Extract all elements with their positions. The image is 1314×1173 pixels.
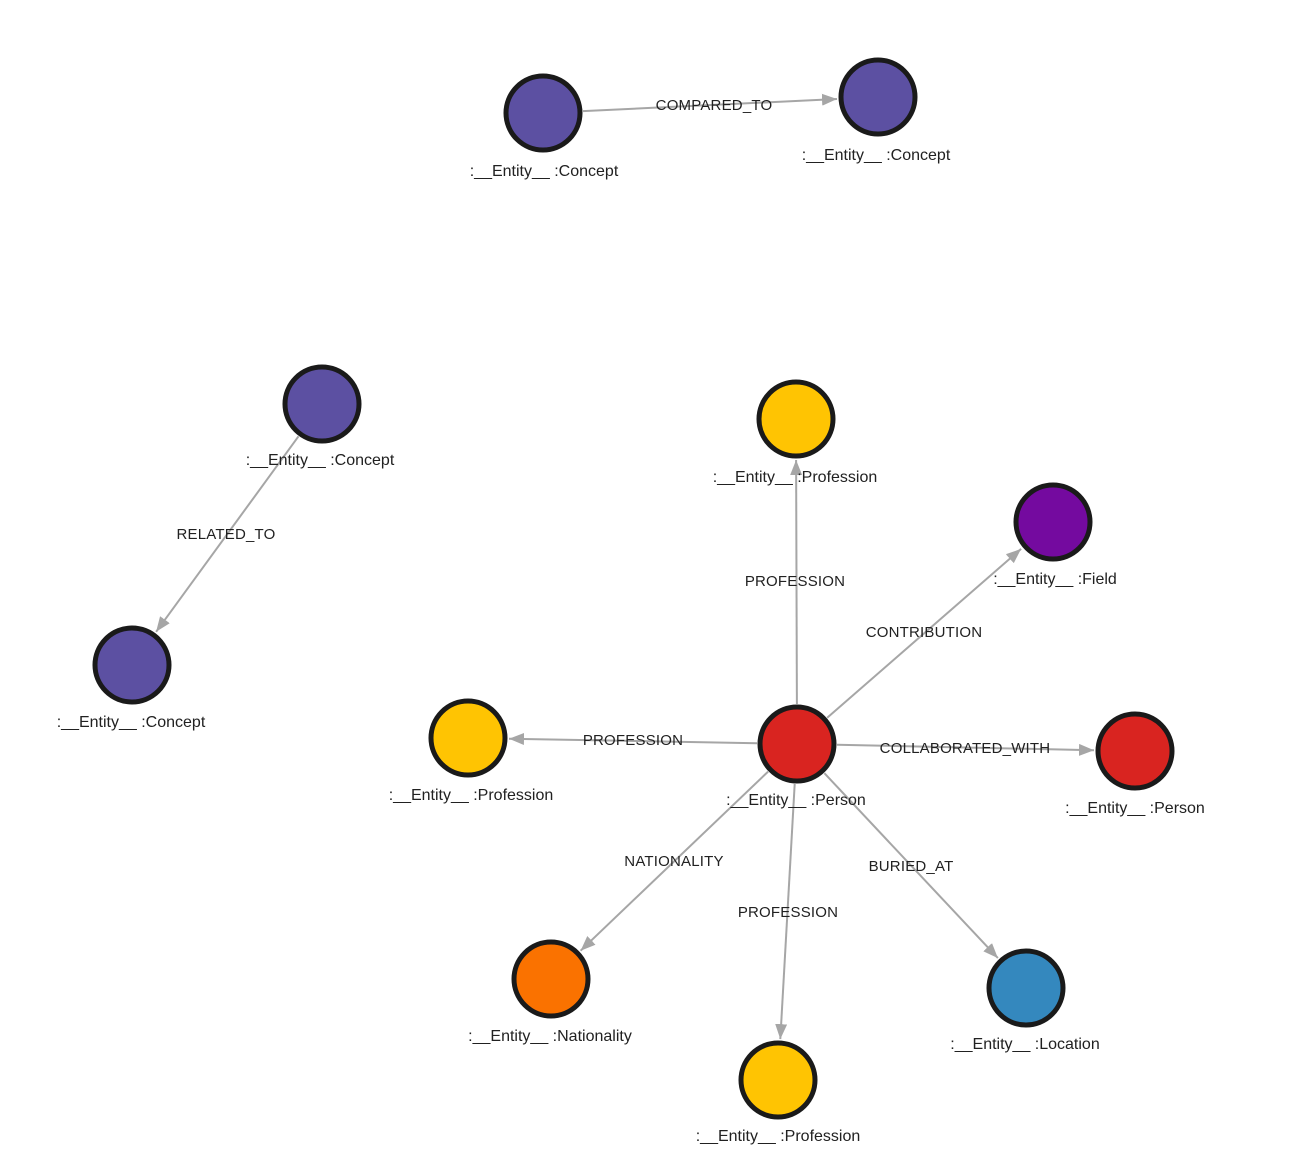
- node-caption: :__Entity__ :Profession: [696, 1128, 861, 1145]
- node-caption: :__Entity__ :Field: [993, 571, 1117, 588]
- node-caption: :__Entity__ :Person: [1065, 800, 1205, 817]
- entity-node-circle[interactable]: [738, 1040, 818, 1120]
- edge-compared-to: COMPARED_TO: [582, 93, 838, 114]
- node-caption: :__Entity__ :Person: [726, 792, 866, 809]
- relationship-type-label[interactable]: NATIONALITY: [624, 853, 723, 870]
- entity-node-circle[interactable]: [503, 73, 583, 153]
- node-caption: :__Entity__ :Location: [950, 1036, 1099, 1053]
- entity-node-circle[interactable]: [986, 948, 1066, 1028]
- node-caption: :__Entity__ :Concept: [802, 147, 951, 164]
- relationship-line[interactable]: [836, 743, 1095, 756]
- node-caption: :__Entity__ :Concept: [57, 714, 206, 731]
- relationship-line[interactable]: [582, 93, 838, 113]
- node-nationality: :__Entity__ :Nationality: [468, 939, 632, 1045]
- entity-node-circle[interactable]: [757, 704, 837, 784]
- node-concept-mid: :__Entity__ :Concept: [246, 364, 395, 469]
- relationship-line[interactable]: [775, 783, 796, 1040]
- entity-node-circle[interactable]: [282, 364, 362, 444]
- relationship-line[interactable]: [826, 548, 1022, 719]
- edge-profession-bottom: PROFESSION: [738, 783, 838, 1040]
- relationship-type-label[interactable]: COLLABORATED_WITH: [880, 740, 1051, 757]
- relationship-type-label[interactable]: BURIED_AT: [869, 858, 954, 875]
- node-caption: :__Entity__ :Concept: [246, 452, 395, 469]
- node-profession-bottom: :__Entity__ :Profession: [696, 1040, 861, 1145]
- relationship-type-label[interactable]: COMPARED_TO: [656, 97, 773, 114]
- edge-profession-top: PROFESSION: [745, 459, 845, 705]
- entity-node-circle[interactable]: [92, 625, 172, 705]
- entity-node-circle[interactable]: [1095, 711, 1175, 791]
- node-caption: :__Entity__ :Profession: [713, 469, 878, 486]
- entity-node-circle[interactable]: [511, 939, 591, 1019]
- node-caption: :__Entity__ :Concept: [470, 163, 619, 180]
- relationship-type-label[interactable]: CONTRIBUTION: [866, 624, 983, 641]
- node-concept-top-right: :__Entity__ :Concept: [802, 57, 951, 164]
- node-caption: :__Entity__ :Profession: [389, 787, 554, 804]
- relationship-type-label[interactable]: RELATED_TO: [177, 526, 276, 543]
- edge-collaborated-with: COLLABORATED_WITH: [836, 740, 1095, 757]
- relationship-line[interactable]: [155, 435, 300, 633]
- entity-node-circle[interactable]: [838, 57, 918, 137]
- edge-profession-left: PROFESSION: [508, 732, 758, 749]
- node-field: :__Entity__ :Field: [993, 482, 1117, 588]
- node-caption: :__Entity__ :Nationality: [468, 1028, 632, 1045]
- relationship-line[interactable]: [790, 459, 803, 705]
- edge-contribution: CONTRIBUTION: [826, 548, 1022, 719]
- edge-related-to: RELATED_TO: [155, 435, 300, 633]
- edge-nationality: NATIONALITY: [579, 770, 769, 952]
- relationship-type-label[interactable]: PROFESSION: [738, 904, 838, 921]
- relationship-type-label[interactable]: PROFESSION: [583, 732, 683, 749]
- relationship-line[interactable]: [823, 772, 999, 959]
- node-location: :__Entity__ :Location: [950, 948, 1100, 1053]
- entity-node-circle[interactable]: [428, 698, 508, 778]
- relationship-line[interactable]: [579, 770, 769, 952]
- edge-buried-at: BURIED_AT: [823, 772, 999, 959]
- entity-node-circle[interactable]: [756, 379, 836, 459]
- relationship-type-label[interactable]: PROFESSION: [745, 573, 845, 590]
- node-person-center: :__Entity__ :Person: [726, 704, 866, 809]
- node-concept-top-left: :__Entity__ :Concept: [470, 73, 619, 180]
- node-concept-lower: :__Entity__ :Concept: [57, 625, 206, 731]
- relationship-line[interactable]: [508, 732, 758, 745]
- node-person-right: :__Entity__ :Person: [1065, 711, 1205, 817]
- node-profession-top: :__Entity__ :Profession: [713, 379, 878, 486]
- node-profession-left: :__Entity__ :Profession: [389, 698, 554, 804]
- entity-node-circle[interactable]: [1013, 482, 1093, 562]
